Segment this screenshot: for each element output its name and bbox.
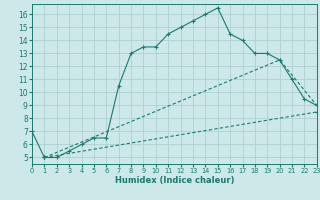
X-axis label: Humidex (Indice chaleur): Humidex (Indice chaleur) <box>115 176 234 185</box>
